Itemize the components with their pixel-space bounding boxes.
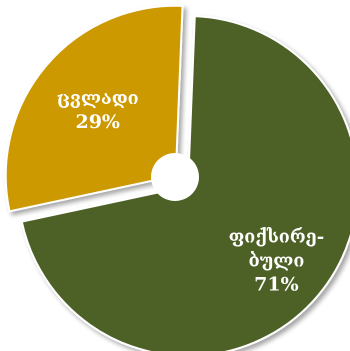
pie-slice-2	[4, 4, 184, 213]
slices-layer	[4, 4, 350, 351]
slice-category-label: ბული	[248, 250, 304, 271]
slice-value-label: 71%	[254, 273, 299, 295]
pie-slice-1	[20, 15, 350, 351]
slice-category-label: ფიქსირე-	[229, 226, 325, 247]
donut-hole	[151, 153, 199, 201]
slice-value-label: 29%	[75, 111, 120, 133]
slice-category-label: ცვლადი	[57, 88, 139, 109]
